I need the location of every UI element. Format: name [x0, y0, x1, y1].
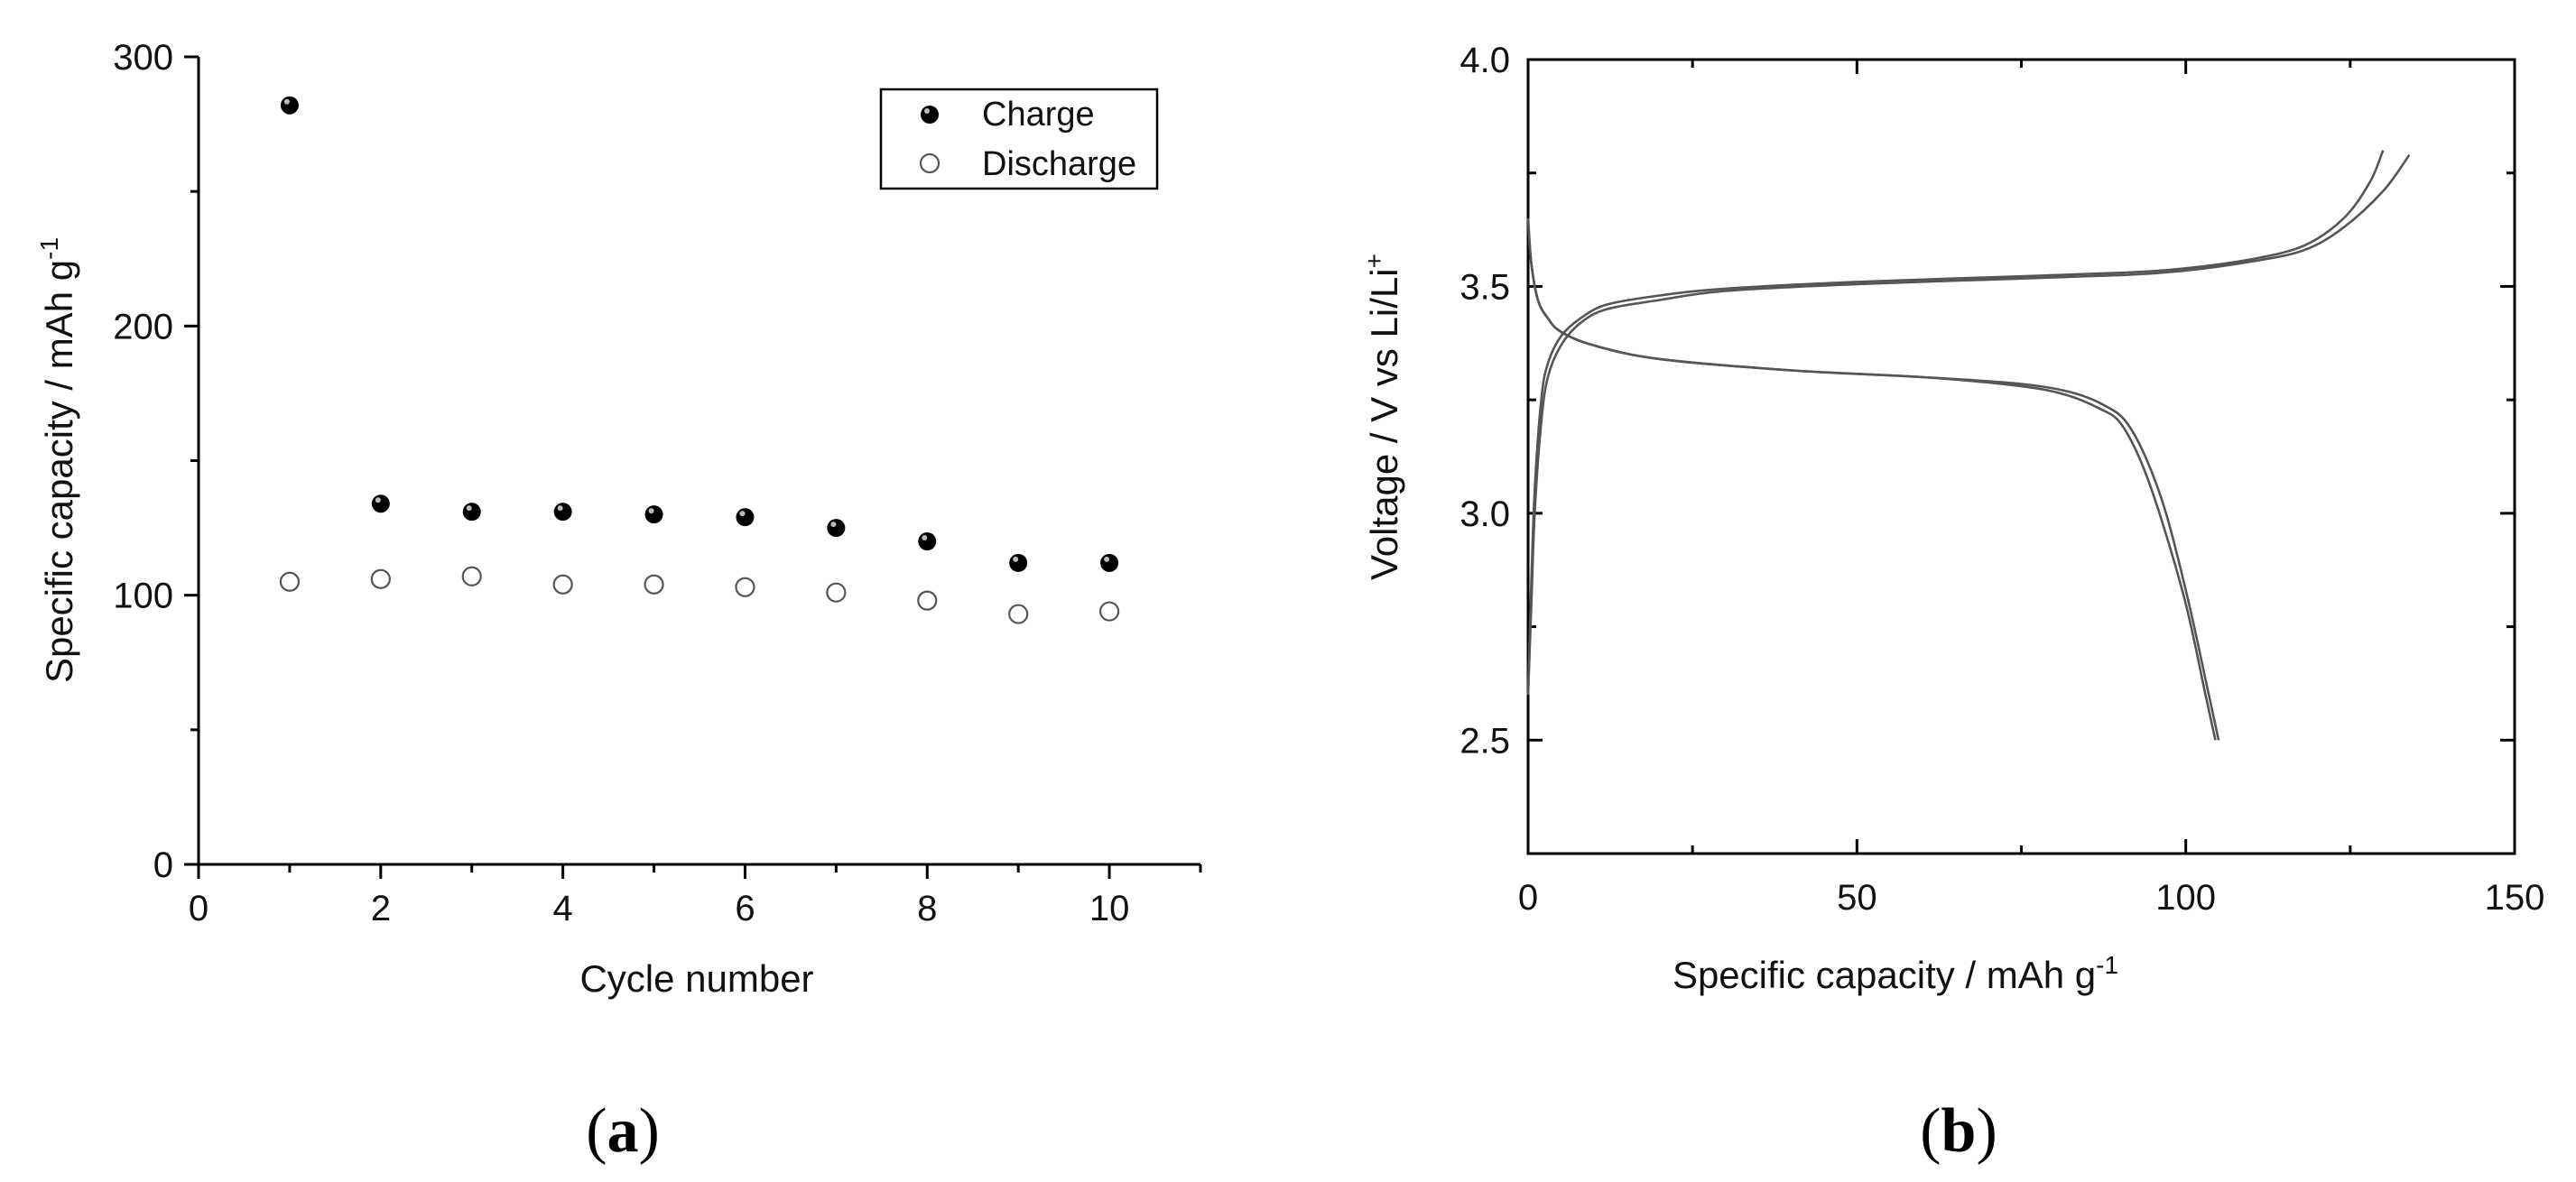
charge-point-body	[644, 505, 663, 524]
charge-point	[371, 494, 390, 513]
discharge-point	[644, 574, 664, 595]
legend-discharge-marker	[919, 152, 941, 174]
chart-b-y-axis-title-sup: +	[1360, 254, 1388, 268]
charge-point	[553, 503, 572, 522]
charge-point-body	[827, 519, 846, 538]
charge-point-highlight	[648, 508, 654, 514]
discharge-point	[1008, 604, 1029, 624]
chart-a-x-tick-label: 6	[735, 889, 755, 928]
chart-b-y-tick-label: 3.5	[1459, 267, 1510, 307]
legend-charge-label: Charge	[982, 96, 1095, 134]
chart-a-x-tick-label: 4	[553, 889, 573, 928]
charge-point	[1009, 553, 1028, 572]
chart-a-x-tick-label: 10	[1089, 889, 1130, 928]
charge-point-highlight	[1104, 556, 1110, 562]
charge-point-body	[280, 96, 299, 115]
charge-point-highlight	[922, 535, 928, 540]
discharge-point	[461, 566, 482, 586]
chart-b-x-tick-label: 100	[2155, 878, 2216, 918]
chart-a-y-tick-label: 100	[113, 577, 173, 616]
chart-b-x-tick-label: 50	[1837, 878, 1877, 918]
chart-a-x-tick-label: 2	[371, 889, 391, 928]
charge-point-highlight	[557, 505, 563, 512]
chart-b-axes	[1526, 58, 2516, 855]
chart-b-y-tick-label: 2.5	[1459, 721, 1510, 761]
charge-point	[462, 503, 481, 522]
discharge-point	[917, 590, 938, 611]
chart-b-x-tick-label: 0	[1518, 878, 1538, 918]
charge-point-highlight	[739, 511, 746, 517]
discharge-point	[735, 577, 755, 597]
charge-point-body	[736, 508, 755, 527]
chart-a-y-tick-label: 200	[113, 307, 173, 346]
chart-b-y-axis-title: Voltage / V vs Li/Li+	[1360, 254, 1405, 580]
voltage-curve-2	[1526, 153, 2411, 696]
chart-b-frame	[1526, 58, 2516, 855]
chart-a-y-tick-label: 0	[153, 845, 173, 885]
panel-label-a: (a)	[586, 1096, 660, 1166]
legend-charge-marker	[921, 106, 939, 124]
chart-b-y-tick-label: 3.0	[1459, 494, 1510, 534]
charge-point-body	[1009, 553, 1028, 572]
chart-b-ticks: 0 50 100 150 2.5 3.0 3.5 4.0	[1459, 41, 2544, 918]
panel-label-b: (b)	[1920, 1096, 1997, 1166]
legend-charge-marker-highlight	[924, 108, 930, 114]
chart-a-y-axis-title: Specific capacity / mAh g-1	[35, 237, 80, 683]
chart-b-y-tick-label: 4.0	[1459, 41, 1510, 80]
panel-label-a-letter: a	[607, 1096, 639, 1166]
charge-point	[827, 519, 846, 538]
voltage-curve-4	[1526, 217, 2220, 741]
charge-point-highlight	[375, 497, 381, 503]
legend-discharge-label: Discharge	[982, 145, 1136, 183]
chart-a-points	[279, 96, 1120, 624]
charge-point	[918, 532, 937, 550]
chart-a-x-axis-title: Cycle number	[579, 957, 813, 1000]
chart-a-legend: Charge Discharge	[879, 88, 1159, 190]
chart-b-x-axis-title-sup: -1	[2096, 951, 2118, 979]
chart-b-x-axis-title: Specific capacity / mAh g-1	[1673, 951, 2118, 996]
chart-b-x-axis-title-main: Specific capacity / mAh g	[1673, 954, 2096, 996]
charge-point-body	[371, 494, 390, 513]
charge-point-highlight	[466, 505, 472, 512]
chart-a-y-tick-label: 300	[113, 38, 173, 78]
chart-a-x-tick-label: 8	[917, 889, 937, 928]
voltage-curve-3	[1526, 217, 2217, 741]
discharge-point	[552, 574, 573, 595]
voltage-curve-1	[1526, 150, 2385, 696]
charge-point	[280, 96, 299, 115]
charge-point-highlight	[283, 98, 290, 105]
charge-point-highlight	[1013, 556, 1019, 562]
chart-a-y-axis-title-sup: -1	[35, 237, 63, 260]
charge-point-body	[918, 532, 937, 550]
charge-point	[1100, 553, 1119, 572]
chart-a-y-axis-title-main: Specific capacity / mAh g	[38, 260, 80, 683]
chart-a-x-tick-label: 0	[189, 889, 208, 928]
discharge-point	[1098, 601, 1120, 622]
charge-point-body	[553, 503, 572, 522]
charge-point-highlight	[830, 522, 837, 528]
panel-label-b-letter: b	[1941, 1096, 1977, 1166]
chart-b-y-axis-title-main: Voltage / V vs Li/Li	[1363, 268, 1405, 580]
charge-point-body	[1100, 553, 1119, 572]
discharge-point	[370, 568, 391, 589]
charge-point	[644, 505, 663, 524]
chart-b-x-tick-label: 150	[2485, 878, 2545, 918]
chart-panel-b: 0 50 100 150 2.5 3.0 3.5 4.0 Specific capacity …	[1360, 41, 2544, 1166]
chart-b-curves	[1526, 150, 2411, 741]
charge-point	[736, 508, 755, 527]
charge-point-body	[462, 503, 481, 522]
discharge-point	[826, 582, 847, 603]
discharge-point	[279, 571, 301, 592]
